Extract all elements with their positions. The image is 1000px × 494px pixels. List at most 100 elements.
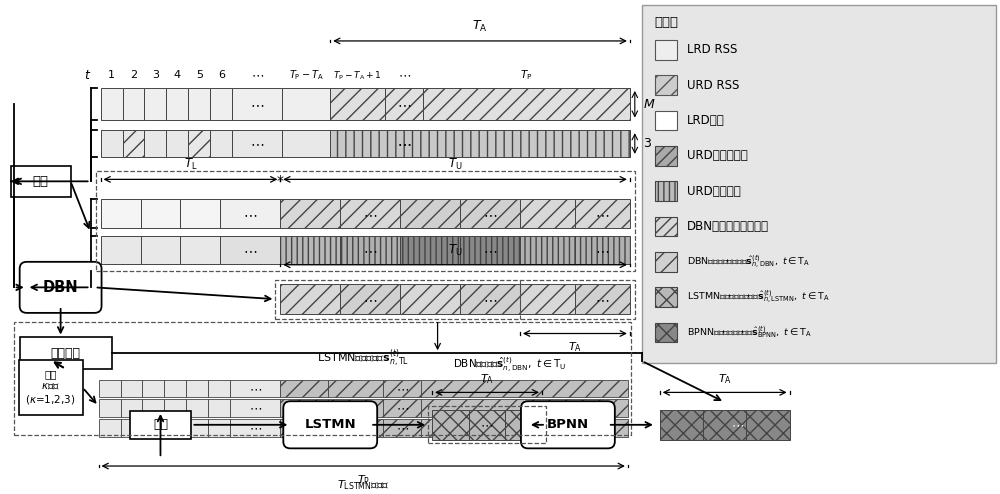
Text: DBN估计值，$\hat{\mathbf{s}}_{n,\mathrm{DBN}}^{(t)},\ t\in\mathrm{T_U}$: DBN估计值，$\hat{\mathbf{s}}_{n,\mathrm{DBN}…	[453, 355, 566, 374]
Bar	[96, 170, 635, 271]
Text: $\cdots$: $\cdots$	[249, 421, 262, 434]
Text: 2: 2	[130, 70, 137, 81]
Bar	[655, 111, 677, 130]
Bar	[460, 199, 520, 228]
Text: $\cdots$: $\cdots$	[250, 97, 264, 111]
Bar	[660, 410, 703, 440]
Bar	[208, 419, 230, 437]
Text: $\cdots$: $\cdots$	[363, 206, 377, 221]
Bar	[220, 236, 280, 264]
Bar	[280, 236, 340, 264]
Bar	[642, 4, 996, 363]
Text: $T_{\mathrm{A}}$: $T_{\mathrm{A}}$	[718, 371, 732, 385]
Text: $\cdots$: $\cdots$	[396, 402, 409, 414]
Bar	[280, 199, 340, 228]
Text: BPNN目标坐标估计值，$\hat{\mathbf{s}}_{\mathrm{BPNN}}^{(t)},\ t\in\mathrm{T_A}$: BPNN目标坐标估计值，$\hat{\mathbf{s}}_{\mathrm{B…	[687, 325, 812, 340]
Bar	[575, 236, 630, 264]
Bar	[220, 199, 280, 228]
Bar	[144, 88, 166, 121]
Bar	[230, 380, 280, 397]
Bar	[575, 199, 630, 228]
Text: 提取
$\kappa$维度
($\kappa$=1,2,3): 提取 $\kappa$维度 ($\kappa$=1,2,3)	[25, 369, 76, 406]
Text: $M$: $M$	[643, 98, 655, 111]
Bar	[180, 199, 220, 228]
Bar	[140, 236, 180, 264]
Bar	[230, 399, 280, 417]
Text: $\cdots$: $\cdots$	[363, 243, 377, 257]
Text: $\cdots$: $\cdots$	[249, 382, 262, 395]
Bar	[280, 380, 328, 397]
Text: $\cdots$: $\cdots$	[595, 243, 609, 257]
Text: 1: 1	[108, 70, 115, 81]
Text: $\cdots$: $\cdots$	[250, 136, 264, 151]
Text: $\cdots$: $\cdots$	[363, 292, 377, 306]
Text: $\cdots$: $\cdots$	[396, 421, 409, 434]
Bar	[421, 380, 628, 397]
Bar	[520, 285, 575, 314]
Bar	[330, 88, 385, 121]
Bar	[188, 88, 210, 121]
Text: URD RSS: URD RSS	[687, 79, 739, 91]
Text: BPNN: BPNN	[547, 418, 589, 431]
Bar	[123, 88, 144, 121]
Text: $\cdots$: $\cdots$	[397, 136, 411, 151]
Text: $*$: $*$	[276, 172, 285, 186]
Text: $T_{\mathrm{U}}$: $T_{\mathrm{U}}$	[448, 243, 462, 258]
Bar	[142, 419, 164, 437]
Text: $\cdots$: $\cdots$	[483, 206, 497, 221]
Bar	[180, 236, 220, 264]
Bar	[99, 380, 121, 397]
Text: 3: 3	[152, 70, 159, 81]
Bar	[423, 88, 630, 121]
Text: $\cdots$: $\cdots$	[397, 136, 411, 151]
Text: LRD坐标: LRD坐标	[687, 114, 724, 127]
Bar	[703, 410, 746, 440]
Bar	[275, 280, 635, 319]
Text: 3: 3	[643, 137, 651, 150]
FancyBboxPatch shape	[20, 262, 102, 313]
Text: $t$: $t$	[84, 69, 91, 82]
Bar	[330, 130, 630, 157]
Text: DBN目标坐标估计值，$\hat{\mathbf{s}}_{n,\mathrm{DBN}}^{(t)},\ t\in\mathrm{T_A}$: DBN目标坐标估计值，$\hat{\mathbf{s}}_{n,\mathrm{…	[687, 253, 810, 271]
Text: $\cdots$: $\cdots$	[398, 69, 411, 82]
Bar	[575, 285, 630, 314]
Bar	[230, 419, 280, 437]
Bar	[166, 88, 188, 121]
Bar	[520, 236, 575, 264]
Text: $\cdots$: $\cdots$	[243, 206, 257, 221]
Bar	[282, 130, 330, 157]
Text: $\cdots$: $\cdots$	[480, 418, 494, 431]
Bar	[460, 236, 520, 264]
Bar	[121, 380, 142, 397]
FancyBboxPatch shape	[521, 401, 615, 449]
Bar	[142, 380, 164, 397]
Bar	[383, 399, 421, 417]
Bar	[210, 88, 232, 121]
Bar	[123, 130, 144, 157]
Bar	[142, 399, 164, 417]
Text: DBN非目标坐标估计值: DBN非目标坐标估计值	[687, 220, 769, 233]
Bar	[400, 199, 460, 228]
Text: $T_{\mathrm{P}}-T_{\mathrm{A}}$: $T_{\mathrm{P}}-T_{\mathrm{A}}$	[289, 68, 324, 82]
Bar	[166, 130, 188, 157]
Text: LSTMN: LSTMN	[304, 418, 356, 431]
Text: DBN: DBN	[43, 280, 78, 295]
Bar	[282, 88, 330, 121]
Text: $\cdots$: $\cdots$	[396, 382, 409, 395]
Bar	[328, 380, 383, 397]
Text: LSTMN目标坐标估计值，$\hat{\mathbf{s}}_{n,\mathrm{LSTMN}}^{(t)},\ t\in\mathrm{T_A}$: LSTMN目标坐标估计值，$\hat{\mathbf{s}}_{n,\mathr…	[687, 288, 829, 306]
Bar	[101, 130, 123, 157]
Bar	[469, 410, 505, 440]
Bar	[121, 419, 142, 437]
Bar	[340, 236, 400, 264]
Bar	[385, 88, 423, 121]
Bar	[655, 146, 677, 165]
Text: $T_{\mathrm{A}}$: $T_{\mathrm{A}}$	[568, 340, 582, 354]
Text: $\cdots$: $\cdots$	[483, 292, 497, 306]
Bar	[210, 130, 232, 157]
Text: $T_{\mathrm{U}}$: $T_{\mathrm{U}}$	[448, 158, 462, 172]
Bar	[232, 88, 282, 121]
Bar	[383, 419, 421, 437]
Bar	[340, 199, 400, 228]
Text: $T_{\mathrm{L}}$: $T_{\mathrm{L}}$	[184, 158, 197, 172]
